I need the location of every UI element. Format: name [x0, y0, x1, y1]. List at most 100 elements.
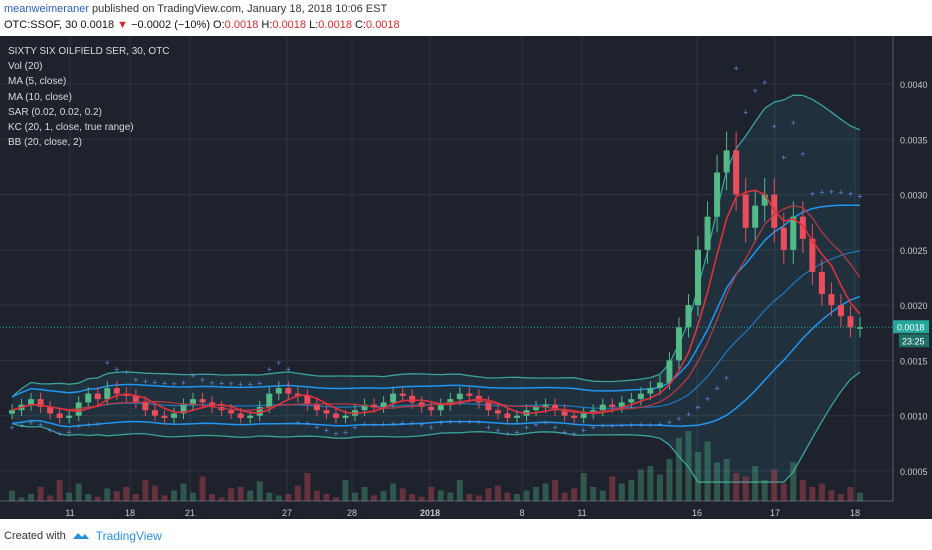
- volume-bar: [132, 494, 139, 501]
- legend-title[interactable]: SIXTY SIX OILFIELD SER, 30, OTC: [8, 46, 170, 57]
- created-with-label: Created with: [4, 530, 66, 542]
- indicator-legend: SIXTY SIX OILFIELD SER, 30, OTC Vol (20)…: [8, 44, 170, 150]
- candle-body: [685, 305, 692, 328]
- volume-bar: [523, 490, 530, 501]
- volume-bar: [637, 469, 644, 501]
- sar-dot: +: [533, 420, 538, 430]
- candle-body: [485, 402, 492, 411]
- volume-bar: [66, 492, 73, 501]
- candle-body: [285, 388, 292, 394]
- footer: Created with TradingView: [4, 525, 162, 547]
- candle-body: [609, 404, 616, 407]
- y-tick-label: 0.0010: [900, 412, 928, 422]
- legend-kc[interactable]: KC (20, 1, close, true range): [8, 122, 134, 134]
- volume-bar: [580, 473, 587, 501]
- candle-body: [647, 388, 654, 394]
- legend-bb[interactable]: BB (20, close, 2): [8, 137, 82, 149]
- sar-dot: +: [152, 377, 157, 387]
- sar-dot: +: [381, 419, 386, 429]
- candle-body: [666, 360, 673, 383]
- candle-body: [494, 410, 501, 414]
- candle-body: [628, 399, 635, 403]
- volume-bar: [818, 483, 825, 501]
- chart-panel[interactable]: 0.0005 0.0010 0.0015 0.0020 0.0025 0.0030 0.00…: [0, 36, 932, 519]
- sar-dot: +: [648, 420, 653, 430]
- candle-body: [837, 305, 844, 317]
- candle-body: [94, 393, 101, 400]
- candle-body: [552, 404, 559, 411]
- sar-dot: +: [772, 122, 777, 132]
- sar-dot: +: [238, 379, 243, 389]
- volume-bar: [399, 488, 406, 501]
- volume-bar: [209, 494, 216, 501]
- tradingview-logo-icon[interactable]: [72, 530, 90, 542]
- volume-bar: [752, 466, 759, 501]
- candle-body: [28, 399, 35, 405]
- volume-bar: [675, 438, 682, 501]
- sar-dot: +: [638, 420, 643, 430]
- candle-body: [847, 316, 854, 328]
- volume-bar: [542, 483, 549, 501]
- countdown-tag: [899, 334, 929, 348]
- volume-bar: [809, 487, 816, 501]
- volume-bar: [628, 480, 635, 501]
- candle-body: [132, 395, 139, 403]
- legend-sar[interactable]: SAR (0.02, 0.02, 0.2): [8, 106, 102, 118]
- volume-bar: [371, 495, 378, 501]
- candle-body: [151, 410, 158, 416]
- volume-bar: [228, 488, 235, 501]
- sar-dot: +: [190, 371, 195, 381]
- sar-dot: +: [657, 419, 662, 429]
- tradingview-link[interactable]: TradingView: [95, 529, 162, 543]
- close-value: 0.0018: [366, 19, 400, 31]
- candle-body: [56, 413, 63, 418]
- candle-body: [513, 415, 520, 418]
- sar-dot: +: [362, 419, 367, 429]
- x-tick-label: 21: [185, 508, 195, 518]
- legend-volume[interactable]: Vol (20): [8, 61, 43, 73]
- candle-body: [695, 249, 702, 306]
- price-chart[interactable]: 0.0005 0.0010 0.0015 0.0020 0.0025 0.0030 0.00…: [0, 36, 932, 519]
- volume-bar: [294, 485, 301, 501]
- volume-bar: [342, 480, 349, 501]
- candle-body: [761, 194, 768, 206]
- candle-body: [447, 399, 454, 405]
- sar-dot: +: [762, 78, 767, 88]
- volume-bar: [85, 494, 92, 501]
- sar-dot: +: [429, 423, 434, 433]
- volume-bar: [494, 485, 501, 501]
- open-value: 0.0018: [224, 19, 259, 31]
- volume-bar: [142, 480, 149, 501]
- sar-dot: +: [791, 118, 796, 128]
- candle-body: [542, 404, 549, 407]
- candle-body: [742, 194, 749, 228]
- candle-body: [332, 413, 339, 418]
- volume-bar: [475, 495, 482, 501]
- sar-dot: +: [76, 421, 81, 431]
- candle-body: [170, 413, 177, 418]
- x-tick-label: 2018: [420, 508, 440, 518]
- sar-dot: +: [514, 427, 519, 437]
- candle-body: [113, 388, 120, 394]
- candle-body: [714, 172, 721, 217]
- sar-dot: +: [857, 192, 862, 202]
- candle-body: [733, 150, 740, 195]
- candle-body: [361, 404, 368, 411]
- author-link[interactable]: meanweimeraner: [4, 3, 89, 15]
- x-tick-label: 11: [65, 508, 74, 518]
- sar-dot: +: [781, 152, 786, 162]
- sar-dot: +: [476, 418, 481, 428]
- candle-body: [66, 415, 73, 418]
- candle-body: [247, 415, 254, 418]
- volume-bar: [190, 492, 197, 501]
- sar-dot: +: [419, 420, 424, 430]
- bb-fill: [12, 95, 860, 483]
- candle-body: [380, 402, 387, 407]
- legend-ma10[interactable]: MA (10, close): [8, 91, 72, 103]
- sar-dot: +: [47, 425, 52, 435]
- sar-dot: +: [67, 427, 72, 437]
- volume-bar: [828, 490, 835, 501]
- legend-ma5[interactable]: MA (5, close): [8, 76, 67, 88]
- y-tick-label: 0.0040: [900, 80, 928, 90]
- candle-body: [142, 402, 149, 411]
